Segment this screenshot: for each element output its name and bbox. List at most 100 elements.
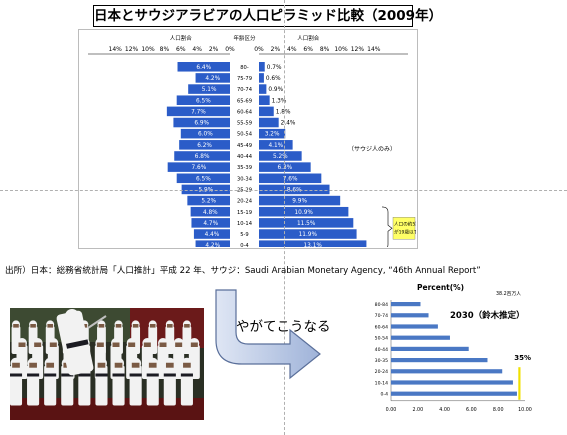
japan-bar-label: 4.8%: [203, 210, 218, 216]
japan-bar-label: 4.2%: [205, 243, 220, 247]
saudi-bar: [259, 128, 286, 139]
saudi-bar: [259, 173, 322, 184]
age-group-label: 75-79: [237, 76, 252, 82]
left-axis-header: 人口割合: [170, 34, 193, 42]
saudi-bar: [259, 140, 293, 150]
saudi-bar: [259, 195, 341, 206]
left-tick-label: 12%: [125, 46, 139, 53]
saudi-bar-label: 9.9%: [292, 199, 307, 205]
page-title: 日本とサウジアラビアの人口ピラミッド比較（2009年）: [93, 5, 442, 27]
right-tick-label: 10%: [334, 46, 348, 53]
age-group-label: 50-54: [237, 132, 253, 138]
left-tick-label: 2%: [209, 46, 219, 53]
age-group-label: 10-14: [237, 221, 253, 227]
unit-note: 38.2百万人: [496, 291, 521, 297]
saudi-bar-label: 1.8%: [276, 109, 291, 115]
right-tick-label: 6%: [303, 46, 313, 53]
left-tick-label: 0%: [225, 46, 235, 53]
right-tick-label: 0%: [254, 46, 264, 53]
japan-bar-label: 6.5%: [196, 98, 211, 104]
projection-bar: [391, 391, 517, 396]
arrow-caption: やがてこうなる: [236, 319, 331, 335]
left-tick-label: 10%: [141, 46, 155, 53]
japan-bar-label: 5.1%: [202, 87, 217, 93]
category-label: 10-14: [375, 380, 388, 386]
vertical-guide-line: [284, 0, 285, 435]
japan-bar-label: 6.4%: [196, 65, 211, 71]
japan-bar: [174, 151, 230, 161]
projection-bar: [391, 369, 503, 374]
japan-bar: [179, 140, 230, 150]
projection-bar: [391, 380, 513, 385]
japan-bar-label: 7.7%: [191, 109, 206, 115]
age-group-label: 20-24: [237, 199, 253, 205]
japan-bar: [177, 62, 230, 72]
transition-arrow: [215, 289, 321, 380]
japan-bar-label: 6.9%: [194, 121, 209, 127]
japan-bar: [190, 206, 230, 217]
category-label: 70-74: [375, 313, 388, 319]
saudi-bar-label: 0.9%: [268, 87, 283, 93]
saudi-bar-label: 0.7%: [267, 65, 282, 71]
age-group-label: 35-39: [237, 165, 252, 171]
saudi-bar: [259, 62, 265, 72]
age-group-label: 80-: [240, 65, 249, 71]
left-tick-label: 8%: [160, 46, 170, 53]
x-tick-label: 2.00: [412, 407, 423, 413]
saudi-bar-label: 6.3%: [277, 165, 292, 171]
center-axis-header: 年齢区分: [233, 34, 256, 42]
japan-bar-label: 4.2%: [205, 76, 220, 82]
saudi-bar: [259, 84, 267, 94]
category-label: 30-35: [375, 358, 388, 364]
horizontal-guide-line: [0, 190, 567, 191]
saudi-bar: [259, 151, 302, 161]
highlight-marker: [518, 367, 521, 400]
right-axis-header: 人口割合: [297, 34, 320, 42]
age-group-label: 5-9: [240, 232, 248, 238]
pyramid-chart-frame: [78, 29, 418, 249]
right-tick-label: 8%: [320, 46, 330, 53]
projection-bar: [391, 324, 438, 329]
saudi-bar: [259, 240, 367, 247]
saudi-bar-label: 11.5%: [297, 221, 316, 227]
saudi-bar: [259, 184, 330, 195]
category-label: 0-4: [380, 392, 388, 398]
x-tick-label: 4.00: [439, 407, 450, 413]
x-tick-label: 8.00: [493, 407, 504, 413]
japan-bar: [166, 106, 230, 117]
saudi-bar-label: 2.4%: [281, 121, 296, 127]
left-tick-label: 4%: [192, 46, 202, 53]
saudi-bar: [259, 73, 264, 83]
chart-title: Percent(%): [417, 283, 464, 292]
japan-bar-label: 4.4%: [205, 232, 220, 238]
saudi-bar-label: 7.6%: [283, 176, 298, 182]
chart-subtitle: 2030（鈴木推定）: [450, 310, 525, 321]
age-group-label: 65-69: [237, 98, 252, 104]
crowd-photo: [10, 308, 204, 420]
callout-line-1: 人口の約5割: [394, 220, 416, 227]
age-group-label: 55-59: [237, 121, 252, 127]
japan-bar: [191, 218, 230, 228]
projection-bar: [391, 313, 429, 318]
saudi-bar: [259, 206, 349, 217]
age-group-label: 70-74: [237, 87, 253, 93]
japan-bar: [176, 95, 230, 105]
saudi-bar-label: 3.2%: [265, 132, 280, 138]
japan-bar-label: 5.2%: [201, 199, 216, 205]
x-tick-label: 10.00: [518, 407, 532, 413]
japan-bar-label: 7.6%: [191, 165, 206, 171]
saudi-bar-label: 10.9%: [294, 210, 313, 216]
saudi-bar-label: 1.3%: [272, 98, 287, 104]
category-label: 80-84: [375, 302, 388, 308]
japan-bar: [167, 162, 230, 172]
japan-bar-label: 6.8%: [195, 154, 210, 160]
age-bracket: [381, 206, 393, 247]
x-tick-label: 0.00: [386, 407, 397, 413]
saudi-bar-label: 0.6%: [266, 76, 281, 82]
category-label: 40-44: [375, 347, 388, 353]
japan-bar: [188, 84, 230, 94]
age-group-label: 30-34: [237, 176, 253, 182]
age-group-label: 45-49: [237, 143, 252, 149]
projection-bar: [391, 302, 421, 307]
